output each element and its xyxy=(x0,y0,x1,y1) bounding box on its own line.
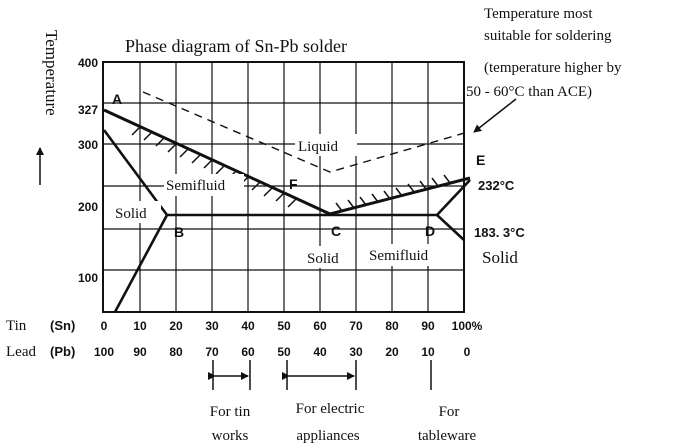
point-d-label: D xyxy=(425,223,435,239)
soldering-temperature-line xyxy=(142,91,469,173)
annotation-line-2: suitable for soldering xyxy=(484,28,612,44)
solid-mid-label: Solid xyxy=(307,251,339,267)
annotation-line-3: (temperature higher by xyxy=(484,60,622,76)
annotation-line-1: Temperature most xyxy=(484,6,593,22)
annotation-arrow xyxy=(473,98,517,133)
point-a-label: A xyxy=(112,91,122,107)
diagram-title: Phase diagram of Sn-Pb solder xyxy=(125,36,347,56)
y-tick-200: 200 xyxy=(78,200,98,214)
electric-label-1: For electric xyxy=(296,401,365,417)
tin-tick-50: 50 xyxy=(277,319,291,333)
y-ticks: 400 327 300 200 100 xyxy=(78,56,98,285)
soldering-annotation: Temperature most suitable for soldering … xyxy=(466,6,622,100)
lead-tick-10: 10 xyxy=(421,345,435,359)
liquidus-hatching xyxy=(131,126,451,212)
tin-tick-20: 20 xyxy=(169,319,183,333)
tin-tick-30: 30 xyxy=(205,319,219,333)
tin-tick-80: 80 xyxy=(385,319,399,333)
temperature-labels: 232°C 183. 3°C xyxy=(474,178,525,240)
lead-tick-60: 60 xyxy=(241,345,255,359)
solid-left-label: Solid xyxy=(115,206,147,222)
point-b-label: B xyxy=(174,224,184,240)
semifluid-left-label-bg xyxy=(164,174,244,196)
tin-tick-100: 100% xyxy=(452,319,483,333)
tin-works-label-1: For tin xyxy=(210,404,251,420)
y-axis-label: Temperature xyxy=(36,30,61,185)
grid-lines xyxy=(103,62,464,312)
annotation-line-4: 50 - 60°C than ACE) xyxy=(466,84,592,100)
lead-tick-30: 30 xyxy=(349,345,363,359)
lead-tick-70: 70 xyxy=(205,345,219,359)
y-tick-300: 300 xyxy=(78,138,98,152)
lead-symbol: (Pb) xyxy=(50,344,75,359)
lead-tick-0: 0 xyxy=(464,345,471,359)
point-f-label: F xyxy=(289,176,298,192)
tin-tick-90: 90 xyxy=(421,319,435,333)
liquid-label: Liquid xyxy=(298,139,338,155)
semifluid-right-label: Semifluid xyxy=(369,248,429,264)
liquidus-line xyxy=(103,108,471,216)
liquid-label-bg xyxy=(295,134,357,156)
tableware-label-1: For xyxy=(439,404,460,420)
tin-tick-10: 10 xyxy=(133,319,147,333)
region-labels: Liquid Semifluid Solid Solid Semifluid S… xyxy=(113,134,518,268)
lead-tick-100: 100 xyxy=(94,345,114,359)
sn-melting-temp: 232°C xyxy=(478,178,515,193)
tin-tick-40: 40 xyxy=(241,319,255,333)
y-tick-400: 400 xyxy=(78,56,98,70)
tin-symbol: (Sn) xyxy=(50,318,75,333)
point-c-label: C xyxy=(331,223,341,239)
lead-tick-90: 90 xyxy=(133,345,147,359)
semifluid-left-label: Semifluid xyxy=(166,178,226,194)
use-range-markers xyxy=(208,360,432,390)
tin-works-label-2: works xyxy=(212,428,249,444)
solid-mid-label-bg xyxy=(305,246,355,268)
composition-axis: Tin (Sn) Lead (Pb) xyxy=(6,318,75,360)
lead-ticks: 100 90 80 70 60 50 40 30 20 10 0 xyxy=(94,345,471,359)
y-tick-327: 327 xyxy=(78,103,98,117)
tin-ticks: 0 10 20 30 40 50 60 70 80 90 100% xyxy=(101,319,483,333)
y-tick-100: 100 xyxy=(78,271,98,285)
point-labels: A B C D E F xyxy=(112,91,485,240)
solidus-lines xyxy=(102,129,471,313)
tin-label: Tin xyxy=(6,318,27,334)
electric-label-2: appliances xyxy=(296,428,359,444)
tin-tick-60: 60 xyxy=(313,319,327,333)
semifluid-right-label-bg xyxy=(367,244,453,266)
lead-tick-80: 80 xyxy=(169,345,183,359)
eutectic-temp: 183. 3°C xyxy=(474,225,525,240)
lead-tick-20: 20 xyxy=(385,345,399,359)
y-axis-label-text: Temperature xyxy=(42,30,61,116)
point-e-label: E xyxy=(476,152,485,168)
lead-label: Lead xyxy=(6,344,36,360)
lead-tick-50: 50 xyxy=(277,345,291,359)
tin-tick-0: 0 xyxy=(101,319,108,333)
solid-left-label-bg xyxy=(113,201,161,223)
solid-right-label: Solid xyxy=(482,248,518,267)
tin-tick-70: 70 xyxy=(349,319,363,333)
lead-tick-40: 40 xyxy=(313,345,327,359)
tableware-label-2: tableware xyxy=(418,428,477,444)
use-labels: For tin works For electric appliances Fo… xyxy=(210,401,477,444)
